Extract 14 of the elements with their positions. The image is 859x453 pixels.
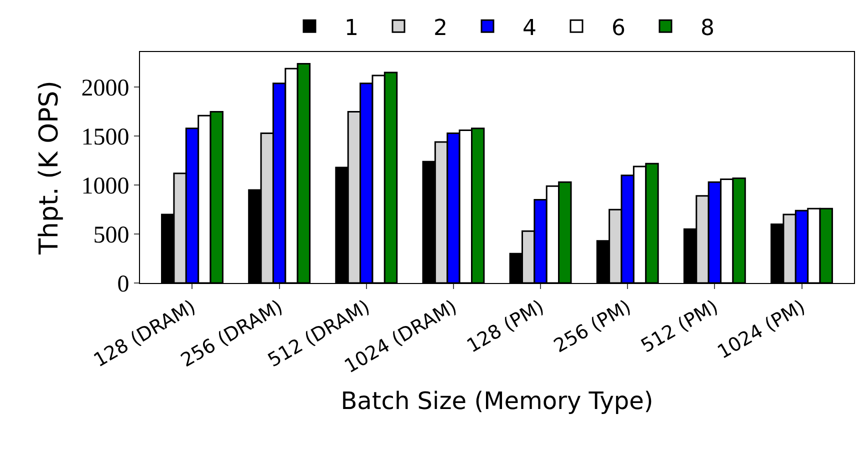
legend-label: 1: [344, 16, 358, 41]
y-tick-label: 500: [93, 222, 130, 248]
x-tick-label: 256 (PM): [550, 296, 635, 358]
y-axis-title: Thpt. (K OPS): [34, 80, 65, 256]
y-tick-label: 1500: [81, 124, 130, 151]
y-tick-label: 2000: [81, 76, 130, 102]
y-tick-label: 1000: [81, 174, 130, 200]
y-tick-label: 0: [117, 271, 130, 298]
x-axis-title: Batch Size (Memory Type): [340, 386, 654, 415]
legend-label: 4: [522, 16, 536, 41]
legend-label: 2: [434, 16, 448, 41]
legend-label: 6: [612, 16, 626, 41]
x-tick-label: 128 (PM): [463, 296, 548, 358]
legend-label: 8: [700, 16, 714, 41]
